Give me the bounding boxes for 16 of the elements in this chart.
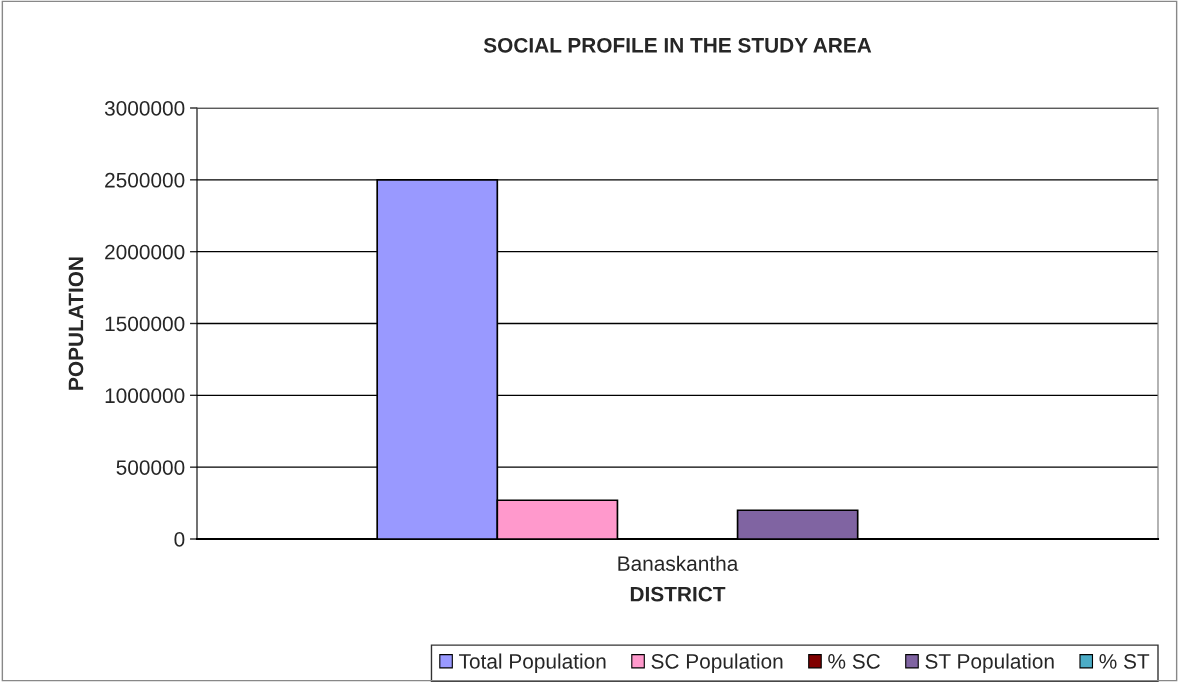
y-axis-title: POPULATION bbox=[68, 257, 84, 390]
legend-label: % SC bbox=[828, 654, 880, 669]
legend-label: % ST bbox=[1099, 654, 1150, 669]
chart-title: SOCIAL PROFILE IN THE STUDY AREA bbox=[483, 37, 872, 53]
y-tick-label: 0 bbox=[174, 532, 185, 547]
legend-label: SC Population bbox=[651, 653, 783, 673]
y-tick-label: 2000000 bbox=[105, 244, 185, 260]
y-tick-label: 1000000 bbox=[105, 388, 185, 404]
y-tick-label: 3000000 bbox=[104, 101, 185, 116]
y-tick-label: 1500000 bbox=[105, 316, 185, 332]
y-tick-label: 500000 bbox=[116, 460, 185, 475]
y-tick-label: 2500000 bbox=[105, 172, 185, 188]
legend-label: ST Population bbox=[925, 653, 1054, 673]
x-tick-label: Banaskantha bbox=[618, 555, 739, 571]
x-axis-title: DISTRICT bbox=[630, 586, 726, 602]
legend-label: Total Population bbox=[459, 653, 606, 673]
